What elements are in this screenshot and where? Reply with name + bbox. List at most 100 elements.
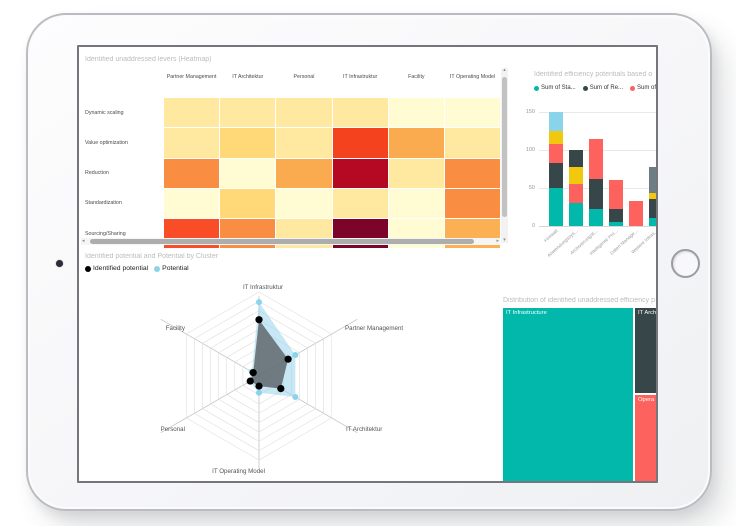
scroll-left-icon[interactable]: ◂ (82, 238, 85, 244)
bar-segment[interactable] (569, 166, 583, 185)
stacked-bar[interactable] (649, 166, 656, 226)
bar-segment[interactable] (589, 178, 603, 210)
legend-item[interactable]: Sum of Re... (582, 85, 624, 91)
heatmap-cell[interactable] (276, 158, 332, 188)
heatmap-cell[interactable] (444, 98, 501, 128)
heatmap-cell[interactable] (332, 98, 388, 128)
bar-segment[interactable] (549, 112, 563, 132)
heatmap-cell[interactable] (388, 188, 444, 218)
heatmap-column-header[interactable]: IT Operating Model (449, 73, 496, 80)
heatmap-cell[interactable] (164, 188, 220, 218)
treemap-tile[interactable]: IT Infrastructure (503, 308, 633, 481)
dashboard-screen: Identified unaddressed levers (Heatmap) … (77, 45, 658, 483)
heatmap-cell[interactable] (220, 188, 276, 218)
heatmap-row-label[interactable]: Reduction (85, 170, 109, 177)
bar-segment[interactable] (609, 179, 623, 209)
heatmap-cell[interactable] (444, 128, 501, 158)
radar-data-point[interactable] (284, 355, 292, 363)
legend-item[interactable]: Sum of Sta... (534, 85, 576, 91)
heatmap-cell[interactable] (332, 188, 388, 218)
bar-chart-title: Identified efficiency potentials based o (534, 71, 653, 78)
bar-segment[interactable] (609, 222, 623, 226)
heatmap-cell[interactable] (164, 128, 220, 158)
radar-axis-label: IT Architektur (346, 426, 382, 433)
heatmap-cell[interactable] (388, 158, 444, 188)
treemap-tile[interactable]: Opera (635, 395, 656, 481)
heatmap-cell[interactable] (444, 158, 501, 188)
heatmap-column-header[interactable]: Partner Management (166, 73, 217, 80)
tablet-device: Identified unaddressed levers (Heatmap) … (26, 13, 712, 511)
scroll-right-icon[interactable]: ▸ (496, 238, 499, 244)
heatmap-horizontal-scrollbar[interactable]: ◂ ▸ (81, 238, 500, 245)
heatmap-cell[interactable] (332, 128, 388, 158)
heatmap-row-label[interactable]: Value optimization (85, 139, 128, 146)
vertical-scroll-thumb[interactable] (502, 77, 507, 217)
home-button[interactable] (671, 249, 700, 278)
stacked-bar[interactable] (569, 150, 583, 226)
heatmap-row-label[interactable]: Sourcing/Sharing (85, 230, 126, 237)
radar-series-area[interactable] (250, 319, 289, 389)
stacked-bar[interactable] (609, 179, 623, 226)
bar-segment[interactable] (569, 150, 583, 167)
radar-axis-line (160, 375, 260, 434)
heatmap-column-header[interactable]: Facility (408, 73, 425, 80)
horizontal-scroll-thumb[interactable] (90, 239, 474, 244)
radar-data-point[interactable] (246, 377, 254, 385)
legend-label: Sum of Re... (589, 85, 624, 91)
legend-item[interactable]: Sum of Re... (630, 85, 656, 91)
heatmap-cell[interactable] (276, 98, 332, 128)
bar-segment[interactable] (629, 200, 643, 226)
radar-data-point[interactable] (256, 299, 262, 306)
bar-segment[interactable] (589, 138, 603, 179)
heatmap-cell[interactable] (332, 158, 388, 188)
bar-segment[interactable] (649, 192, 656, 200)
radar-data-point[interactable] (292, 394, 299, 400)
heatmap-cell[interactable] (220, 98, 276, 128)
radar-data-point[interactable] (256, 389, 262, 396)
stacked-bar[interactable] (629, 200, 643, 226)
bar-segment[interactable] (549, 188, 563, 226)
heatmap-vertical-scrollbar[interactable]: ▴ ▾ (501, 68, 508, 243)
stacked-bar[interactable] (589, 138, 603, 226)
heatmap-cell[interactable] (220, 158, 276, 188)
legend-item[interactable]: Identified potential (85, 265, 148, 272)
bar-segment[interactable] (549, 162, 563, 188)
y-axis-tick-label: 100 (525, 147, 535, 153)
heatmap-cell[interactable] (164, 158, 220, 188)
scroll-down-icon[interactable]: ▾ (503, 237, 506, 243)
heatmap-cell[interactable] (220, 128, 276, 158)
bar-segment[interactable] (549, 143, 563, 163)
heatmap-cell[interactable] (388, 128, 444, 158)
bar-segment[interactable] (649, 217, 656, 226)
legend-item[interactable]: Potential (154, 265, 189, 272)
heatmap-title: Identified unaddressed levers (Heatmap) (85, 56, 212, 63)
heatmap-cell[interactable] (164, 98, 220, 128)
bar-chart-legend: Sum of Sta... Sum of Re... Sum of Re... (534, 85, 656, 91)
radar-data-point[interactable] (249, 369, 257, 377)
scroll-up-icon[interactable]: ▴ (503, 67, 506, 73)
bar-segment[interactable] (589, 209, 603, 226)
radar-data-point[interactable] (292, 352, 299, 358)
radar-data-point[interactable] (255, 382, 263, 390)
bar-segment[interactable] (649, 199, 656, 218)
radar-data-point[interactable] (255, 316, 263, 324)
radar-data-point[interactable] (277, 385, 285, 393)
bar-segment[interactable] (549, 131, 563, 144)
bar-segment[interactable] (609, 208, 623, 223)
heatmap-column-header[interactable]: IT Architektur (232, 73, 264, 80)
heatmap-row-label[interactable]: Dynamic scaling (85, 109, 124, 116)
bar-segment[interactable] (569, 184, 583, 204)
y-axis-tick-label: 0 (531, 223, 535, 229)
heatmap-cell[interactable] (388, 98, 444, 128)
heatmap-cell[interactable] (276, 188, 332, 218)
stacked-bar[interactable] (549, 112, 563, 226)
x-axis-tick-label: Firewall (543, 229, 560, 244)
heatmap-column-header[interactable]: Personal (293, 73, 315, 80)
bar-segment[interactable] (569, 203, 583, 226)
heatmap-cell[interactable] (276, 128, 332, 158)
heatmap-row-label[interactable]: Standardization (85, 200, 122, 207)
bar-segment[interactable] (649, 166, 656, 193)
heatmap-cell[interactable] (444, 188, 501, 218)
heatmap-column-header[interactable]: IT Infrastruktur (342, 73, 378, 80)
treemap-tile[interactable]: IT Arch (635, 308, 656, 393)
